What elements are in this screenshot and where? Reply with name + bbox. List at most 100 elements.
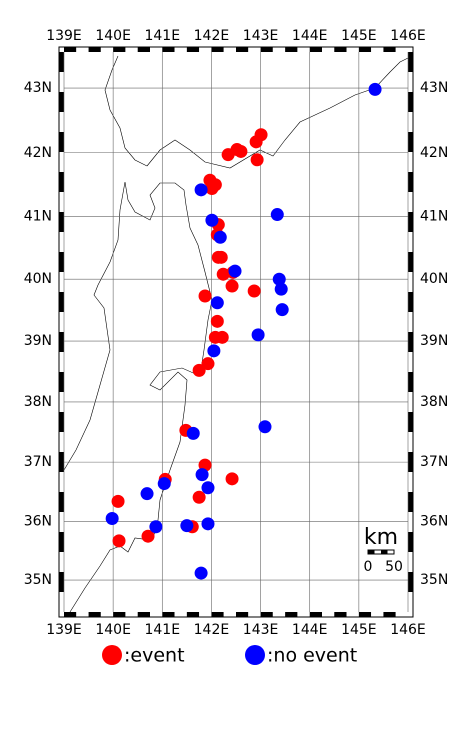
x-tick-label: 139E bbox=[46, 28, 82, 44]
frame-segment bbox=[248, 47, 261, 52]
frame-segment bbox=[408, 52, 413, 72]
frame-segment bbox=[395, 612, 408, 617]
frame-segment bbox=[59, 372, 64, 392]
frame-segment bbox=[186, 612, 200, 617]
frame-segment bbox=[59, 172, 64, 192]
frame-segment bbox=[59, 272, 64, 292]
frame-segment bbox=[174, 612, 187, 617]
x-tick-label: 142E bbox=[194, 28, 230, 44]
point bbox=[213, 230, 227, 244]
frame-segment bbox=[322, 612, 335, 617]
frame-segment bbox=[59, 452, 64, 472]
y-tick-label: 35N bbox=[420, 572, 448, 588]
frame-segment bbox=[334, 47, 347, 52]
frame-segment bbox=[162, 47, 175, 52]
frame-segment bbox=[174, 47, 187, 52]
y-tick-label: 40N bbox=[420, 271, 448, 287]
point bbox=[195, 468, 209, 482]
frame-segment bbox=[59, 392, 64, 412]
frame-segment bbox=[59, 292, 64, 312]
frame-segment bbox=[408, 572, 413, 592]
point bbox=[258, 420, 272, 434]
frame-segment bbox=[408, 172, 413, 192]
frame-segment bbox=[199, 47, 212, 52]
frame-segment bbox=[150, 47, 163, 52]
frame-segment bbox=[59, 352, 64, 372]
scale-bar bbox=[368, 550, 375, 554]
frame-segment bbox=[408, 472, 413, 492]
y-tick-label: 41N bbox=[420, 208, 448, 224]
frame-segment bbox=[408, 252, 413, 272]
legend-label: :no event bbox=[267, 645, 357, 667]
frame-segment bbox=[371, 47, 384, 52]
frame-segment bbox=[223, 612, 236, 617]
frame-segment bbox=[346, 612, 359, 617]
point bbox=[234, 144, 248, 158]
frame-segment bbox=[408, 312, 413, 332]
frame-segment bbox=[285, 47, 298, 52]
frame-segment bbox=[223, 47, 236, 52]
point bbox=[214, 250, 228, 264]
point bbox=[111, 494, 125, 508]
frame-segment bbox=[59, 312, 64, 332]
frame-segment bbox=[59, 332, 64, 352]
frame-segment bbox=[408, 232, 413, 252]
frame-segment bbox=[125, 612, 138, 617]
y-tick-label: 42N bbox=[420, 145, 448, 161]
point bbox=[208, 330, 222, 344]
x-tick-label: 143E bbox=[243, 622, 279, 638]
frame-segment bbox=[272, 47, 286, 52]
legend-marker bbox=[245, 645, 265, 665]
frame-segment bbox=[309, 47, 322, 52]
frame-segment bbox=[383, 612, 396, 617]
frame-segment bbox=[309, 612, 322, 617]
frame-segment bbox=[59, 72, 64, 92]
frame-segment bbox=[408, 272, 413, 292]
frame-segment bbox=[137, 612, 150, 617]
y-tick-label: 36N bbox=[24, 513, 52, 529]
frame-segment bbox=[88, 612, 101, 617]
frame-segment bbox=[408, 372, 413, 392]
point bbox=[207, 344, 221, 358]
frame-segment bbox=[186, 47, 200, 52]
x-tick-label: 140E bbox=[95, 28, 131, 44]
frame-segment bbox=[162, 612, 175, 617]
point bbox=[225, 472, 239, 486]
frame-segment bbox=[211, 47, 224, 52]
x-tick-label: 144E bbox=[292, 622, 328, 638]
frame-segment bbox=[59, 112, 64, 132]
frame-segment bbox=[59, 252, 64, 272]
y-tick-label: 37N bbox=[24, 454, 52, 470]
frame-segment bbox=[358, 612, 372, 617]
frame-segment bbox=[137, 47, 150, 52]
point bbox=[141, 529, 155, 543]
point bbox=[105, 512, 119, 526]
frame-segment bbox=[408, 432, 413, 452]
frame-segment bbox=[59, 532, 64, 552]
frame-segment bbox=[395, 47, 408, 52]
frame-segment bbox=[100, 47, 114, 52]
frame-segment bbox=[408, 392, 413, 412]
x-tick-label: 139E bbox=[46, 622, 82, 638]
point bbox=[225, 279, 239, 293]
y-tick-label: 37N bbox=[420, 454, 448, 470]
frame-segment bbox=[408, 192, 413, 212]
frame-segment bbox=[297, 612, 310, 617]
y-tick-label: 38N bbox=[420, 394, 448, 410]
frame-segment bbox=[408, 592, 413, 612]
frame-segment bbox=[59, 52, 64, 72]
frame-segment bbox=[408, 452, 413, 472]
y-tick-label: 43N bbox=[24, 80, 52, 96]
frame-segment bbox=[408, 112, 413, 132]
frame-segment bbox=[358, 47, 372, 52]
y-tick-label: 39N bbox=[24, 333, 52, 349]
y-tick-label: 39N bbox=[420, 333, 448, 349]
frame bbox=[58, 46, 414, 618]
x-tick-label: 140E bbox=[95, 622, 131, 638]
point bbox=[205, 182, 219, 196]
frame-segment bbox=[59, 472, 64, 492]
point bbox=[186, 426, 200, 440]
frame-segment bbox=[199, 612, 212, 617]
frame-segment bbox=[408, 332, 413, 352]
